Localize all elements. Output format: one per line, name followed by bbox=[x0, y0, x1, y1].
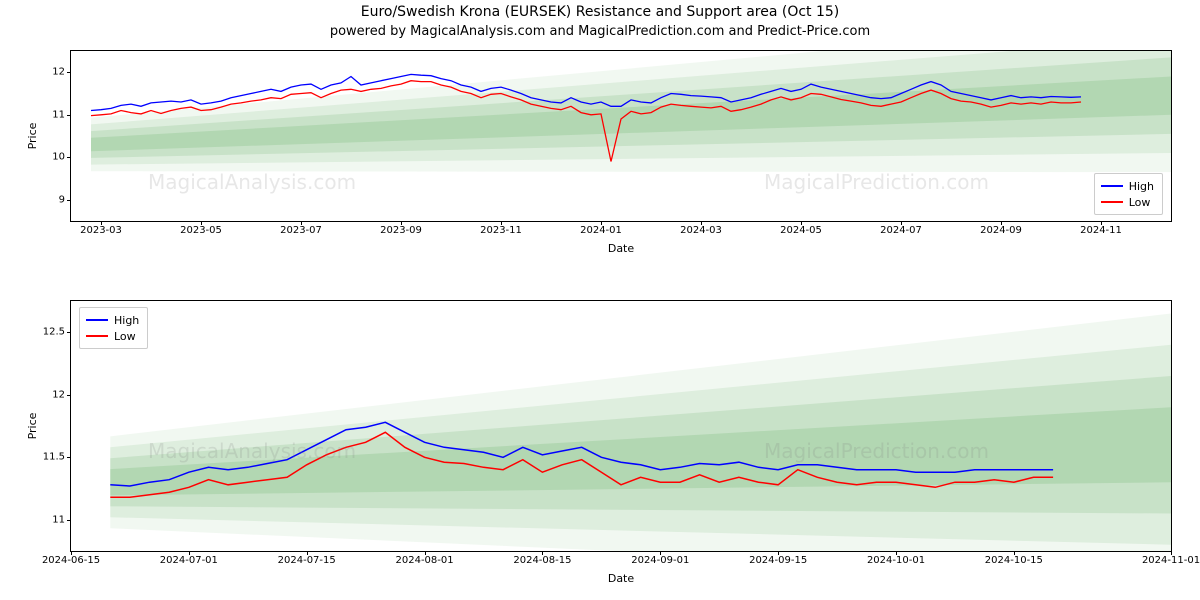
legend-color-line bbox=[86, 319, 108, 321]
legend-color-line bbox=[1101, 201, 1123, 203]
legend-item: Low bbox=[86, 328, 139, 344]
top-chart-svg bbox=[71, 51, 1171, 221]
legend-item: High bbox=[1101, 178, 1154, 194]
figure: Euro/Swedish Krona (EURSEK) Resistance a… bbox=[0, 0, 1200, 600]
chart-title: Euro/Swedish Krona (EURSEK) Resistance a… bbox=[0, 4, 1200, 20]
legend-label: Low bbox=[114, 330, 136, 343]
top-ylabel: Price bbox=[26, 123, 39, 150]
legend-item: Low bbox=[1101, 194, 1154, 210]
legend-item: High bbox=[86, 312, 139, 328]
legend-color-line bbox=[1101, 185, 1123, 187]
bottom-xlabel: Date bbox=[71, 572, 1171, 585]
legend-label: High bbox=[1129, 180, 1154, 193]
chart-subtitle: powered by MagicalAnalysis.com and Magic… bbox=[0, 24, 1200, 39]
top-legend: High Low bbox=[1094, 173, 1163, 215]
legend-label: High bbox=[114, 314, 139, 327]
bottom-chart-axes: Price Date 1111.51212.52024-06-152024-07… bbox=[70, 300, 1172, 552]
legend-color-line bbox=[86, 335, 108, 337]
bottom-ylabel: Price bbox=[26, 413, 39, 440]
top-chart-axes: Price Date 91011122023-032023-052023-072… bbox=[70, 50, 1172, 222]
legend-label: Low bbox=[1129, 196, 1151, 209]
bottom-chart-svg bbox=[71, 301, 1171, 551]
top-xlabel: Date bbox=[71, 242, 1171, 255]
bottom-legend: High Low bbox=[79, 307, 148, 349]
